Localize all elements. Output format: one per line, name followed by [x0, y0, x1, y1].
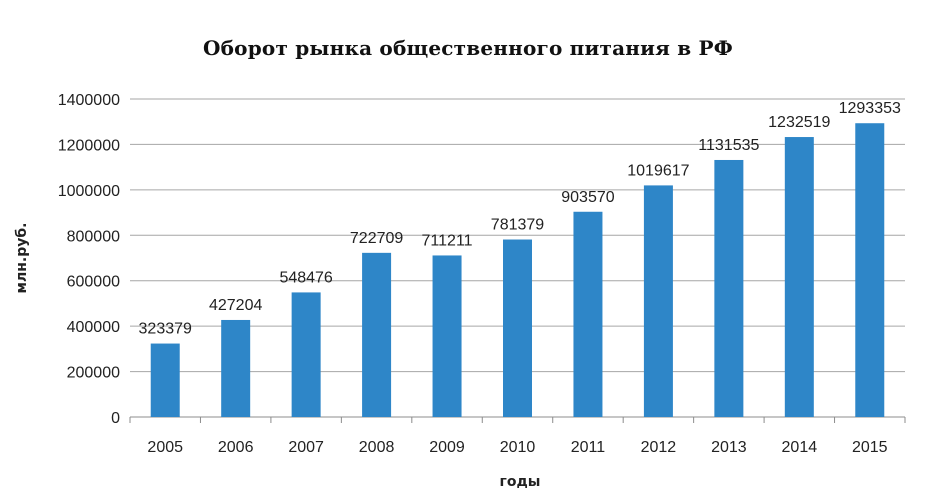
bar — [432, 255, 462, 417]
chart-title: Оборот рынка общественного питания в РФ — [203, 36, 733, 60]
data-label: 427204 — [209, 297, 262, 314]
data-label: 903570 — [561, 189, 614, 206]
data-label: 711211 — [422, 232, 473, 249]
x-tick-label: 2008 — [359, 439, 395, 456]
bar — [573, 211, 603, 417]
data-label: 1019617 — [627, 162, 689, 179]
bar — [503, 239, 532, 417]
y-axis-title: млн.руб. — [14, 223, 30, 294]
y-tick-label: 1000000 — [58, 183, 120, 200]
x-tick-label: 2005 — [147, 439, 183, 456]
x-axis-title: годы — [500, 474, 541, 490]
x-tick-label: 2013 — [711, 439, 747, 456]
x-tick-label: 2011 — [571, 439, 606, 456]
data-label: 1131535 — [698, 137, 759, 154]
data-label: 323379 — [139, 321, 192, 338]
x-tick-label: 2009 — [429, 439, 465, 456]
x-tick-label: 2014 — [782, 439, 818, 456]
x-tick-label: 2006 — [218, 439, 254, 456]
data-label: 548476 — [279, 269, 332, 286]
y-tick-label: 0 — [111, 410, 120, 427]
y-tick-label: 800000 — [67, 228, 120, 245]
bar — [291, 292, 321, 417]
data-label: 781379 — [491, 217, 544, 234]
bar — [855, 123, 885, 417]
x-tick-label: 2015 — [852, 439, 888, 456]
bar — [643, 185, 673, 417]
bar — [150, 343, 180, 417]
bar — [784, 137, 814, 417]
x-tick-label: 2012 — [641, 439, 677, 456]
bar — [714, 159, 744, 417]
y-tick-label: 1400000 — [58, 92, 120, 109]
x-tick-label: 2007 — [288, 439, 324, 456]
y-tick-label: 1200000 — [58, 137, 120, 154]
bar — [221, 319, 251, 417]
data-label: 722709 — [350, 230, 403, 247]
data-label: 1232519 — [768, 114, 830, 131]
y-tick-label: 600000 — [67, 274, 120, 291]
y-tick-label: 200000 — [67, 365, 120, 382]
x-tick-label: 2010 — [500, 439, 536, 456]
bar — [362, 252, 392, 417]
y-tick-label: 400000 — [67, 319, 120, 336]
data-label: 1293353 — [839, 100, 901, 117]
